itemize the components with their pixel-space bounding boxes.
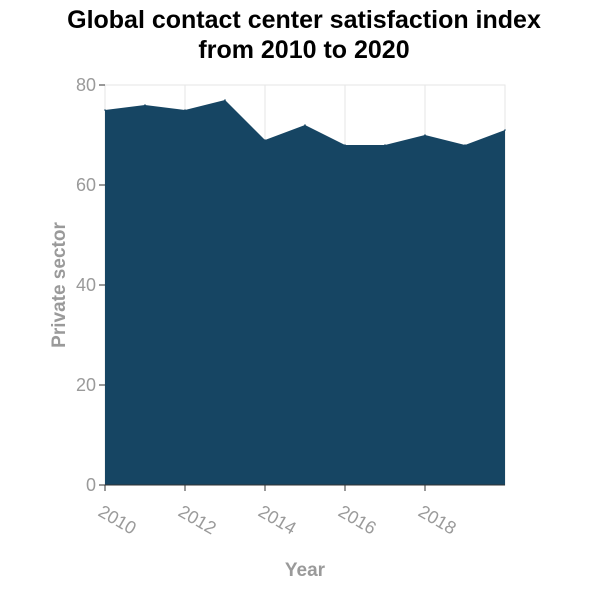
area-series — [104, 99, 506, 485]
x-tick-label-0: 2010 — [95, 501, 140, 538]
data-point-2010 — [104, 109, 106, 111]
y-tick-label-0: 0 — [86, 475, 96, 495]
y-axis-label: Private sector — [49, 222, 70, 348]
data-point-2015 — [304, 124, 306, 126]
data-point-2018 — [424, 134, 426, 136]
x-tick-label-1: 2012 — [175, 501, 220, 538]
x-tick-label-4: 2018 — [415, 501, 460, 538]
data-point-2017 — [384, 144, 386, 146]
y-tick-label-1: 20 — [76, 375, 96, 395]
chart-title-line-1: Global contact center satisfaction index — [67, 6, 541, 34]
data-point-2016 — [344, 144, 346, 146]
y-axis-ticks: 0 20 40 60 80 — [76, 75, 105, 495]
x-axis-label: Year — [285, 560, 326, 581]
x-tick-label-2: 2014 — [255, 501, 300, 538]
x-axis-ticks: 2010 2012 2014 2016 2018 — [95, 485, 460, 538]
data-point-2014 — [264, 139, 266, 141]
chart-title-line-2: from 2010 to 2020 — [198, 36, 409, 64]
data-point-2012 — [184, 109, 186, 111]
data-point-2011 — [144, 104, 146, 106]
y-tick-label-2: 40 — [76, 275, 96, 295]
y-tick-label-4: 80 — [76, 75, 96, 95]
area-series-0 — [105, 100, 505, 485]
data-point-2013 — [224, 99, 226, 101]
data-point-2020 — [504, 129, 506, 131]
data-point-2019 — [464, 144, 466, 146]
y-tick-label-3: 60 — [76, 175, 96, 195]
x-tick-label-3: 2016 — [335, 501, 380, 538]
